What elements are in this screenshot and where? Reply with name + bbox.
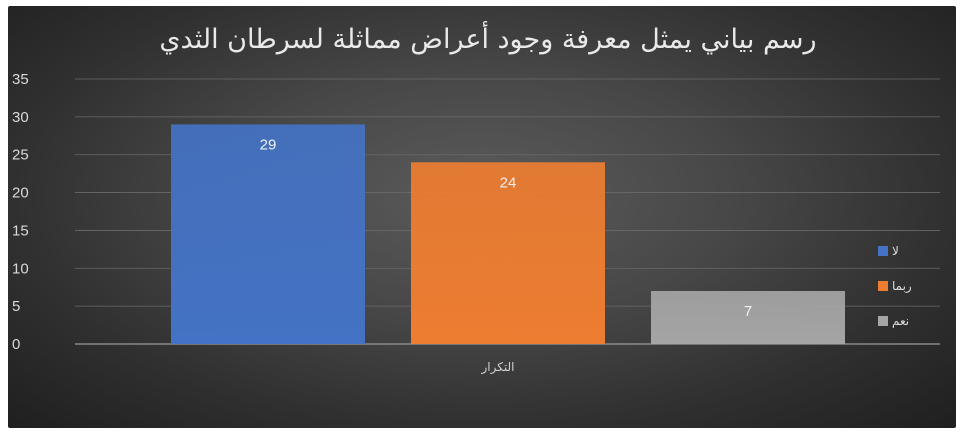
legend-swatch [878, 280, 888, 291]
data-label: 7 [744, 303, 752, 320]
legend-label: لا [892, 243, 899, 258]
y-tick-label: 20 [12, 185, 29, 202]
y-tick-label: 30 [12, 109, 29, 126]
legend-item: نعم [878, 303, 948, 338]
legend-item: ربما [878, 268, 948, 303]
bar-2 [411, 162, 605, 344]
y-tick-label: 10 [12, 260, 29, 277]
y-tick-label: 0 [12, 336, 20, 353]
y-tick-label: 35 [12, 71, 29, 88]
legend-label: ربما [892, 278, 912, 293]
legend: لا ربما نعم [878, 233, 948, 338]
legend-swatch [878, 245, 888, 256]
y-tick-label: 25 [12, 147, 29, 164]
legend-item: لا [878, 233, 948, 268]
y-tick-label: 5 [12, 298, 20, 315]
chart-title: رسم بياني يمثل معرفة وجود أعراض مماثلة ل… [159, 24, 817, 55]
bar-1 [171, 124, 365, 344]
legend-swatch [878, 315, 888, 326]
bar-3 [651, 291, 845, 344]
data-label: 24 [500, 174, 517, 191]
x-category-label: التكرار [481, 360, 515, 375]
chart-frame: رسم بياني يمثل معرفة وجود أعراض مماثلة ل… [8, 6, 956, 428]
data-label: 29 [260, 136, 277, 153]
legend-label: نعم [892, 313, 910, 328]
y-tick-label: 15 [12, 222, 29, 239]
